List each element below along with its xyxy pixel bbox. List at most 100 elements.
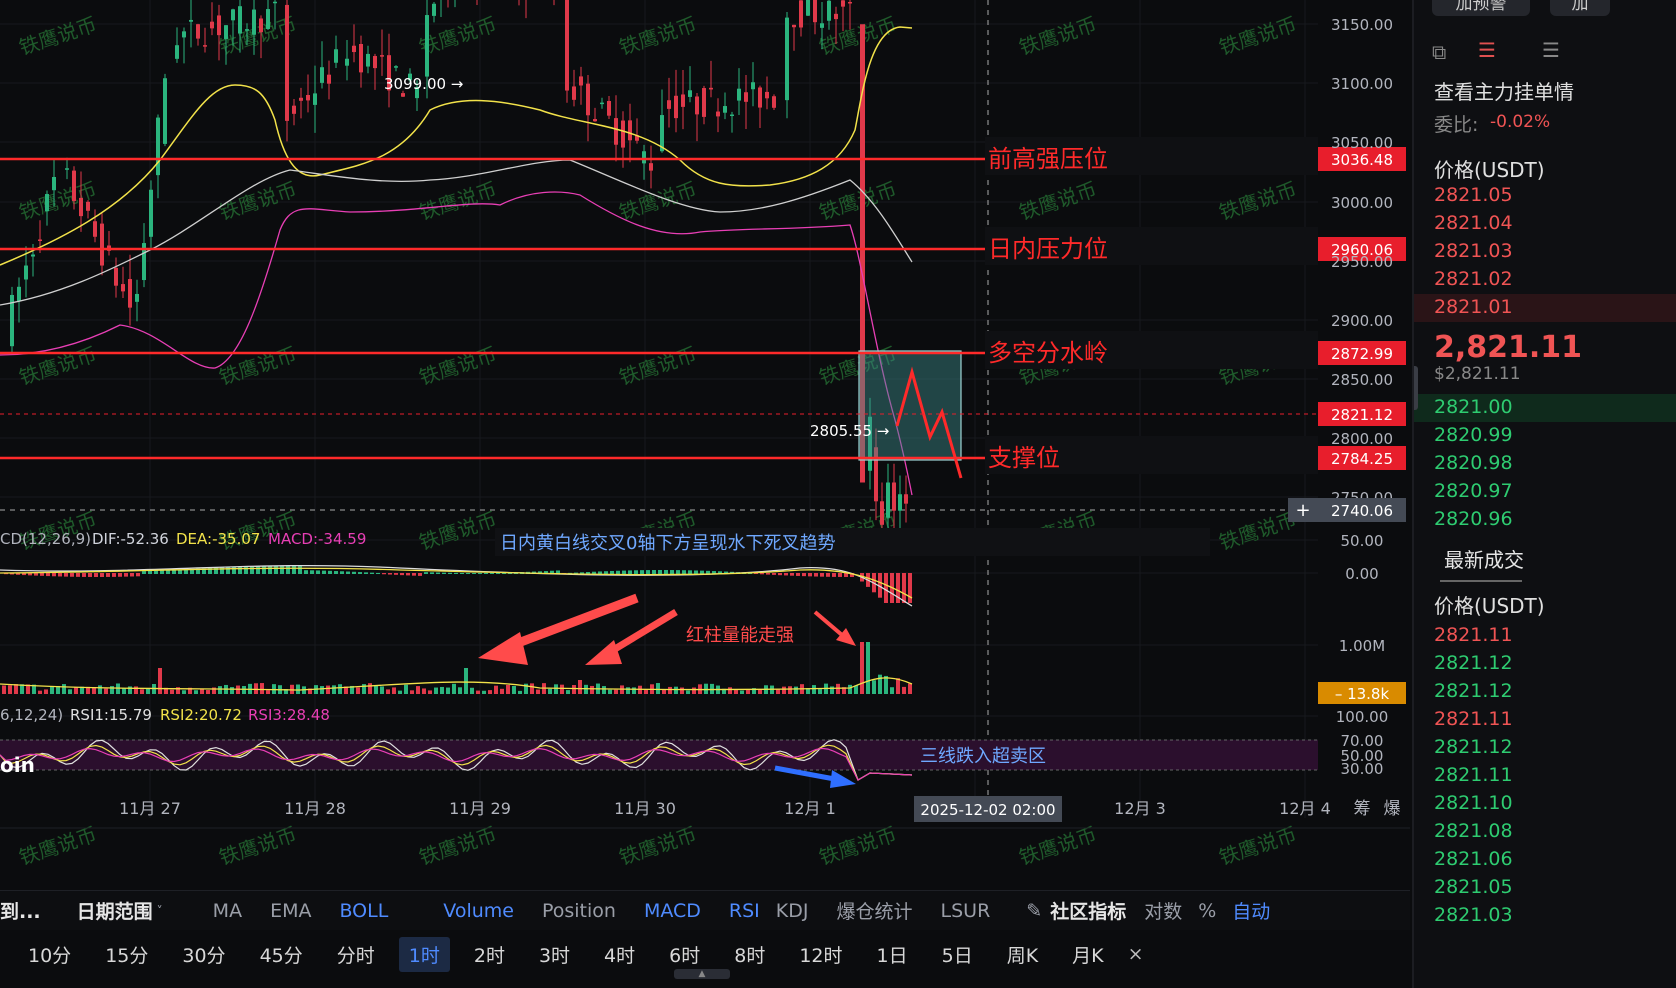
date-range-button[interactable]: 日期范围	[76, 901, 153, 923]
macd-bar	[592, 571, 596, 574]
volume-bar	[116, 683, 120, 694]
rsi3-value: RSI3:28.48	[248, 706, 330, 724]
indicator-ema[interactable]: EMA	[270, 899, 312, 922]
timeframe-2[interactable]: 30分	[182, 944, 226, 967]
bid-row[interactable]: 2820.98	[1434, 452, 1513, 474]
add-button[interactable]: 加	[1550, 0, 1610, 16]
timeframe-11[interactable]: 12时	[799, 944, 843, 967]
orderbook-asks-icon[interactable]: ☰	[1542, 38, 1560, 62]
volume-bar	[308, 688, 312, 694]
percent-scale-button[interactable]: %	[1198, 899, 1217, 922]
macd-legend-name: CD(12,26,9)	[0, 530, 91, 548]
macd-dif: DIF:-52.36	[92, 530, 169, 548]
log-scale-button[interactable]: 对数	[1144, 901, 1183, 923]
volume-bar	[836, 683, 840, 694]
level-price-tag	[1318, 237, 1406, 261]
bid-row[interactable]: 2820.97	[1434, 480, 1513, 502]
volume-bar	[608, 689, 612, 694]
macd-bar	[226, 567, 230, 574]
close-timeframes-button[interactable]: ×	[1127, 943, 1144, 965]
indicator-rsi[interactable]: RSI	[728, 899, 760, 922]
timeframe-8[interactable]: 4时	[604, 944, 636, 967]
candle-body	[114, 267, 118, 286]
volume-bar	[254, 683, 258, 694]
candle-body	[100, 223, 104, 266]
volume-bar	[518, 690, 522, 694]
level-price-tag	[1318, 446, 1406, 470]
timeframe-12[interactable]: 1日	[876, 944, 908, 967]
macd-bar	[172, 569, 176, 574]
indicator-volume[interactable]: Volume	[443, 899, 514, 922]
orderbook-both-icon[interactable]: ⧉	[1432, 40, 1447, 64]
macd-bar	[154, 570, 158, 574]
candle-body	[266, 9, 270, 29]
volume-bar	[524, 683, 528, 694]
indicator-kdj[interactable]: KDJ	[775, 899, 809, 922]
timeframe-6[interactable]: 2时	[473, 944, 505, 967]
indicator-macd[interactable]: MACD	[643, 899, 701, 922]
macd-bar	[908, 573, 912, 603]
auto-scale-button[interactable]: 自动	[1232, 901, 1271, 923]
edit-icon: ✎	[1026, 899, 1043, 922]
indicator-lsur[interactable]: LSUR	[940, 899, 991, 922]
indicator-position[interactable]: Position	[541, 899, 616, 922]
indicator-boll[interactable]: BOLL	[339, 899, 389, 922]
volume-annotation: 红柱量能走强	[686, 625, 794, 646]
bid-row[interactable]: 2820.96	[1434, 508, 1513, 530]
trade-row: 2821.11	[1434, 764, 1513, 786]
timeframe-1[interactable]: 15分	[105, 944, 149, 967]
candle-body	[224, 25, 228, 39]
macd-bar	[598, 571, 602, 574]
macd-bar	[538, 571, 542, 574]
ask-row[interactable]: 2821.05	[1434, 184, 1513, 206]
timeframe-0[interactable]: 10分	[28, 944, 72, 967]
indicator-ma[interactable]: MA	[212, 899, 243, 922]
timeframe-3[interactable]: 45分	[259, 944, 303, 967]
ask-row[interactable]: 2821.02	[1434, 268, 1513, 290]
panel-collapse-handle[interactable]: ‹	[1414, 366, 1418, 410]
macd-bar	[148, 570, 152, 574]
macd-bar	[694, 570, 698, 574]
rsi3-line	[0, 747, 913, 781]
levels-layer: 前高强压位 3036.48 日内压力位 2960.06 多空分水岭 2872.99 支撑位 2…	[0, 137, 1406, 474]
volume-bar	[38, 690, 42, 694]
timeframe-13[interactable]: 5日	[941, 944, 973, 967]
crosshair-date-tag	[914, 796, 1062, 822]
macd-bar	[884, 573, 888, 603]
trades-title[interactable]: 最新成交	[1444, 548, 1524, 572]
macd-bar	[376, 572, 380, 574]
orderbook-bids-icon[interactable]: ☰	[1478, 38, 1496, 62]
macd-bar	[136, 573, 140, 577]
bid-row[interactable]: 2821.00	[1434, 396, 1513, 418]
add-alert-button[interactable]: 加预警	[1432, 0, 1530, 16]
add-level-button	[1288, 498, 1318, 522]
volume-bar	[500, 688, 504, 694]
macd-bar	[502, 572, 506, 574]
macd-axis-tick: 50.00	[1341, 532, 1384, 550]
volume-bar	[584, 684, 588, 694]
timeframe-14[interactable]: 周K	[1006, 944, 1039, 967]
drag-handle[interactable]: ▲	[674, 969, 730, 979]
ask-row[interactable]: 2821.01	[1434, 296, 1513, 318]
bid-row[interactable]: 2820.99	[1434, 424, 1513, 446]
timeframe-9[interactable]: 6时	[669, 944, 701, 967]
volume-bar	[890, 687, 894, 694]
timeframe-15[interactable]: 月K	[1072, 944, 1104, 967]
timeframe-10[interactable]: 8时	[734, 944, 766, 967]
indicator-liquidation[interactable]: 爆仓统计	[836, 901, 913, 923]
ask-row[interactable]: 2821.03	[1434, 240, 1513, 262]
volume-bar	[614, 689, 618, 694]
macd-bar	[388, 573, 392, 575]
volume-bar	[2, 685, 6, 694]
orderbook-title[interactable]: 查看主力挂单情	[1434, 80, 1574, 104]
layout-menu[interactable]: 到...	[0, 901, 41, 923]
timeframe-4[interactable]: 分时	[336, 944, 375, 967]
timeframe-7[interactable]: 3时	[538, 944, 571, 967]
timeframe-5[interactable]: 1时	[398, 936, 450, 972]
volume-bar	[320, 686, 324, 694]
ask-row[interactable]: 2821.04	[1434, 212, 1513, 234]
community-indicators-button[interactable]: 社区指标	[1050, 901, 1127, 923]
candle-body	[635, 135, 639, 141]
macd-bar	[436, 572, 440, 574]
